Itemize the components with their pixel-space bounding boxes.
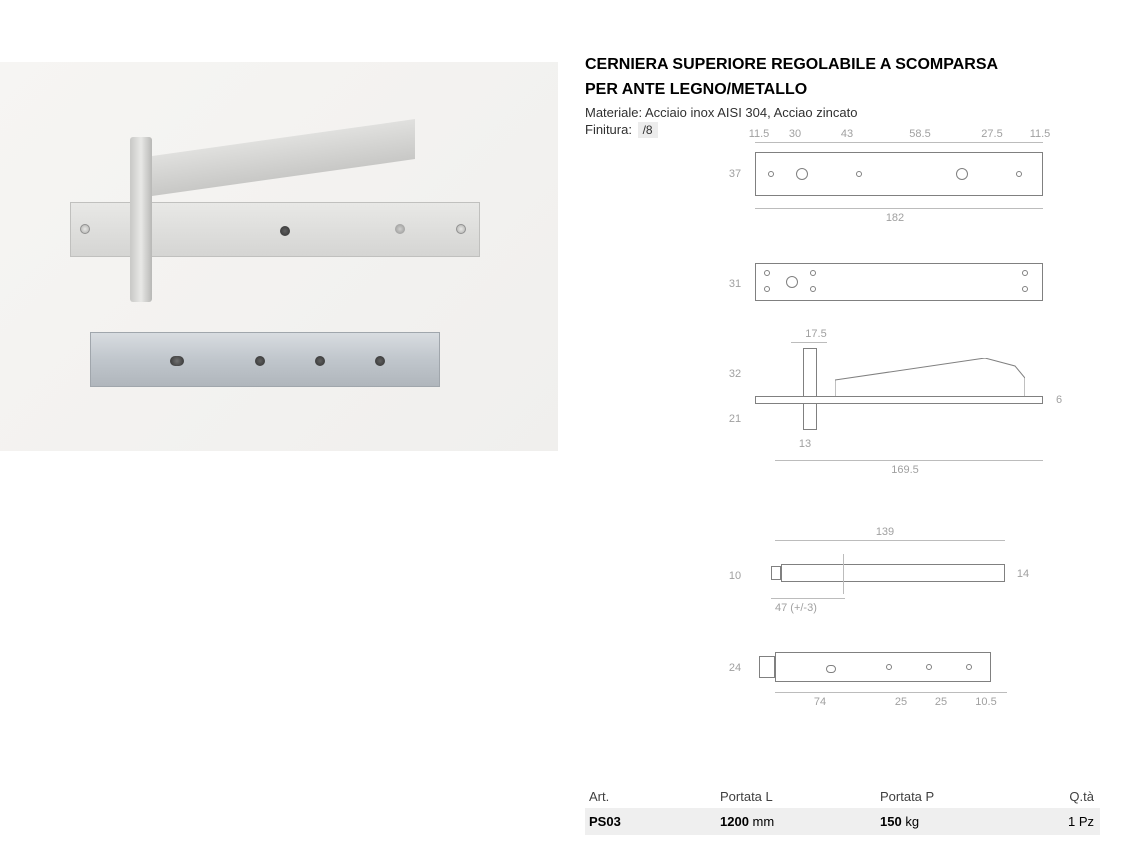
spec-h-art: Art. xyxy=(585,789,720,804)
view1-plate xyxy=(755,152,1043,196)
dim-v3-tw: 169.5 xyxy=(885,464,925,476)
spec-header-row: Art. Portata L Portata P Q.tà xyxy=(585,785,1100,808)
dim-v4-w: 139 xyxy=(865,526,905,538)
view3-pinlow xyxy=(803,404,817,430)
dim-v5-h: 24 xyxy=(725,662,745,674)
dim-v1-top-4: 27.5 xyxy=(977,128,1007,140)
spec-pp: 150 kg xyxy=(880,814,1030,829)
spec-h-qty: Q.tà xyxy=(1030,789,1100,804)
dim-v3-pw: 13 xyxy=(795,438,815,450)
dim-v3-uh: 32 xyxy=(725,368,745,380)
view3-pin xyxy=(803,348,817,396)
view3-plate xyxy=(755,396,1043,404)
spec-data-row: PS03 1200 mm 150 kg 1 Pz xyxy=(585,808,1100,835)
material-row: Materiale: Acciaio inox AISI 304, Acciao… xyxy=(585,105,1105,120)
technical-drawings: 11.5 30 43 58.5 27.5 11.5 37 182 31 17.5… xyxy=(755,128,1095,768)
finish-label: Finitura: xyxy=(585,122,632,137)
dim-v5-3: 10.5 xyxy=(971,696,1001,708)
spec-pl: 1200 mm xyxy=(720,814,880,829)
product-info: CERNIERA SUPERIORE REGOLABILE A SCOMPARS… xyxy=(585,55,1105,138)
spec-h-pp: Portata P xyxy=(880,789,1030,804)
dim-v5-0: 74 xyxy=(805,696,835,708)
dim-v1-top-1: 30 xyxy=(783,128,807,140)
product-photo xyxy=(0,62,558,451)
product-title-line1: CERNIERA SUPERIORE REGOLABILE A SCOMPARS… xyxy=(585,55,1105,76)
dim-v5-1: 25 xyxy=(889,696,913,708)
view4-rod xyxy=(781,564,1005,582)
view2-bracket xyxy=(755,263,1043,301)
dim-v1-top-2: 43 xyxy=(835,128,859,140)
spec-table: Art. Portata L Portata P Q.tà PS03 1200 … xyxy=(585,785,1100,835)
material-label: Materiale: xyxy=(585,105,642,120)
dim-v1-top-3: 58.5 xyxy=(905,128,935,140)
product-title-line2: PER ANTE LEGNO/METALLO xyxy=(585,80,1105,101)
material-value: Acciaio inox AISI 304, Acciao zincato xyxy=(645,105,857,120)
dim-v1-top-5: 11.5 xyxy=(1025,128,1055,140)
finish-chip: /8 xyxy=(638,122,658,138)
dim-v3-off: 17.5 xyxy=(801,328,831,340)
view5-end xyxy=(759,656,775,678)
dim-v4-lh: 10 xyxy=(725,570,745,582)
dim-v4-off: 47 (+/-3) xyxy=(775,602,835,614)
spec-h-pl: Portata L xyxy=(720,789,880,804)
dim-v3-lh: 21 xyxy=(725,413,745,425)
dim-v4-rh: 14 xyxy=(1013,568,1033,580)
dim-v5-2: 25 xyxy=(929,696,953,708)
view4-cap xyxy=(771,566,781,580)
dim-v1-w: 182 xyxy=(875,212,915,224)
spec-art: PS03 xyxy=(585,814,720,829)
dim-v2-h: 31 xyxy=(725,278,745,290)
dim-v1-top-0: 11.5 xyxy=(747,128,771,140)
dim-v3-rh: 6 xyxy=(1051,394,1067,406)
spec-qty: 1 Pz xyxy=(1030,814,1100,829)
dim-v1-h: 37 xyxy=(725,168,745,180)
view5-bar xyxy=(775,652,991,682)
